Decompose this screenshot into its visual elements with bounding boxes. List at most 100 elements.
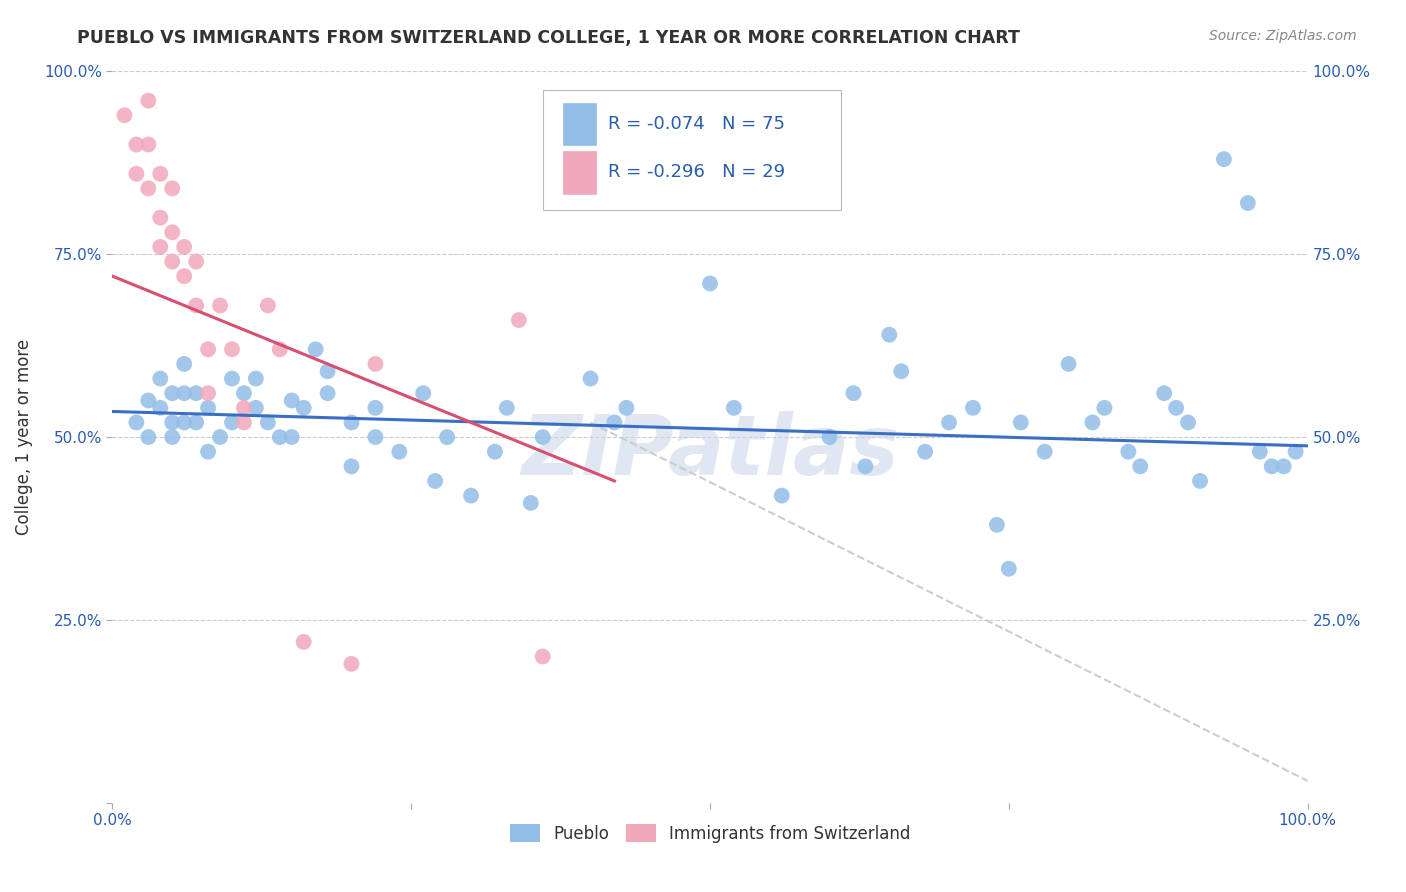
Point bbox=[281, 430, 304, 444]
Point bbox=[364, 357, 387, 371]
Point bbox=[186, 298, 208, 312]
Point bbox=[292, 401, 315, 415]
Point bbox=[138, 430, 160, 444]
Point bbox=[233, 416, 256, 430]
Point bbox=[173, 357, 195, 371]
Point bbox=[281, 393, 304, 408]
Point bbox=[209, 430, 232, 444]
Point bbox=[842, 386, 865, 401]
Point bbox=[484, 444, 506, 458]
Point bbox=[162, 254, 183, 268]
Point bbox=[1261, 459, 1284, 474]
Point bbox=[221, 343, 243, 357]
Point bbox=[316, 364, 339, 378]
Point bbox=[221, 371, 243, 385]
FancyBboxPatch shape bbox=[562, 151, 596, 194]
Point bbox=[364, 430, 387, 444]
Point bbox=[149, 401, 172, 415]
Point bbox=[425, 474, 447, 488]
Point bbox=[520, 496, 543, 510]
Point bbox=[209, 298, 232, 312]
Point bbox=[125, 167, 148, 181]
Point bbox=[162, 225, 183, 239]
Point bbox=[699, 277, 721, 291]
Point bbox=[233, 401, 256, 415]
Point bbox=[149, 240, 172, 254]
Point bbox=[1129, 459, 1152, 474]
Point bbox=[986, 517, 1008, 532]
Point bbox=[938, 416, 960, 430]
Point bbox=[998, 562, 1021, 576]
Point bbox=[1237, 196, 1260, 211]
Point bbox=[149, 167, 172, 181]
Point bbox=[460, 489, 482, 503]
Point bbox=[292, 635, 315, 649]
Point bbox=[269, 343, 291, 357]
Point bbox=[1213, 152, 1236, 166]
Point bbox=[162, 181, 183, 195]
Point bbox=[125, 137, 148, 152]
Point bbox=[1094, 401, 1116, 415]
Point bbox=[890, 364, 912, 378]
Point bbox=[603, 416, 626, 430]
Point bbox=[340, 459, 363, 474]
Text: Source: ZipAtlas.com: Source: ZipAtlas.com bbox=[1209, 29, 1357, 43]
Point bbox=[412, 386, 434, 401]
Point bbox=[245, 371, 267, 385]
Point bbox=[186, 254, 208, 268]
Text: R = -0.074   N = 75: R = -0.074 N = 75 bbox=[609, 115, 786, 133]
Point bbox=[257, 298, 280, 312]
Point bbox=[1166, 401, 1188, 415]
Point bbox=[364, 401, 387, 415]
Point bbox=[197, 343, 219, 357]
Point bbox=[770, 489, 793, 503]
Point bbox=[316, 386, 339, 401]
Point bbox=[914, 444, 936, 458]
Point bbox=[1249, 444, 1271, 458]
Point bbox=[221, 416, 243, 430]
Y-axis label: College, 1 year or more: College, 1 year or more bbox=[15, 339, 32, 535]
Point bbox=[879, 327, 901, 342]
Point bbox=[1010, 416, 1032, 430]
Point bbox=[388, 444, 411, 458]
Point bbox=[114, 108, 135, 122]
Point bbox=[245, 401, 267, 415]
Point bbox=[962, 401, 984, 415]
Point bbox=[138, 94, 160, 108]
Point bbox=[173, 386, 195, 401]
Text: R = -0.296   N = 29: R = -0.296 N = 29 bbox=[609, 163, 786, 181]
Point bbox=[723, 401, 745, 415]
Point bbox=[197, 401, 219, 415]
Point bbox=[1033, 444, 1056, 458]
Point bbox=[138, 137, 160, 152]
Point bbox=[186, 386, 208, 401]
Point bbox=[1153, 386, 1175, 401]
Point bbox=[162, 416, 183, 430]
Point bbox=[173, 269, 195, 284]
Point bbox=[616, 401, 638, 415]
Point bbox=[162, 386, 183, 401]
Point bbox=[340, 657, 363, 671]
Point bbox=[1057, 357, 1080, 371]
Point bbox=[149, 371, 172, 385]
FancyBboxPatch shape bbox=[543, 90, 842, 211]
Point bbox=[531, 649, 554, 664]
Point bbox=[138, 393, 160, 408]
Point bbox=[579, 371, 602, 385]
Point bbox=[138, 181, 160, 195]
Legend: Pueblo, Immigrants from Switzerland: Pueblo, Immigrants from Switzerland bbox=[503, 818, 917, 849]
Point bbox=[125, 416, 148, 430]
Point bbox=[1081, 416, 1104, 430]
Point bbox=[1272, 459, 1295, 474]
Point bbox=[149, 211, 172, 225]
Point bbox=[855, 459, 877, 474]
Point bbox=[173, 416, 195, 430]
Point bbox=[305, 343, 328, 357]
Point bbox=[1118, 444, 1140, 458]
Point bbox=[173, 240, 195, 254]
Point bbox=[496, 401, 519, 415]
Point bbox=[340, 416, 363, 430]
Point bbox=[1177, 416, 1199, 430]
Point bbox=[162, 430, 183, 444]
Point bbox=[1189, 474, 1212, 488]
